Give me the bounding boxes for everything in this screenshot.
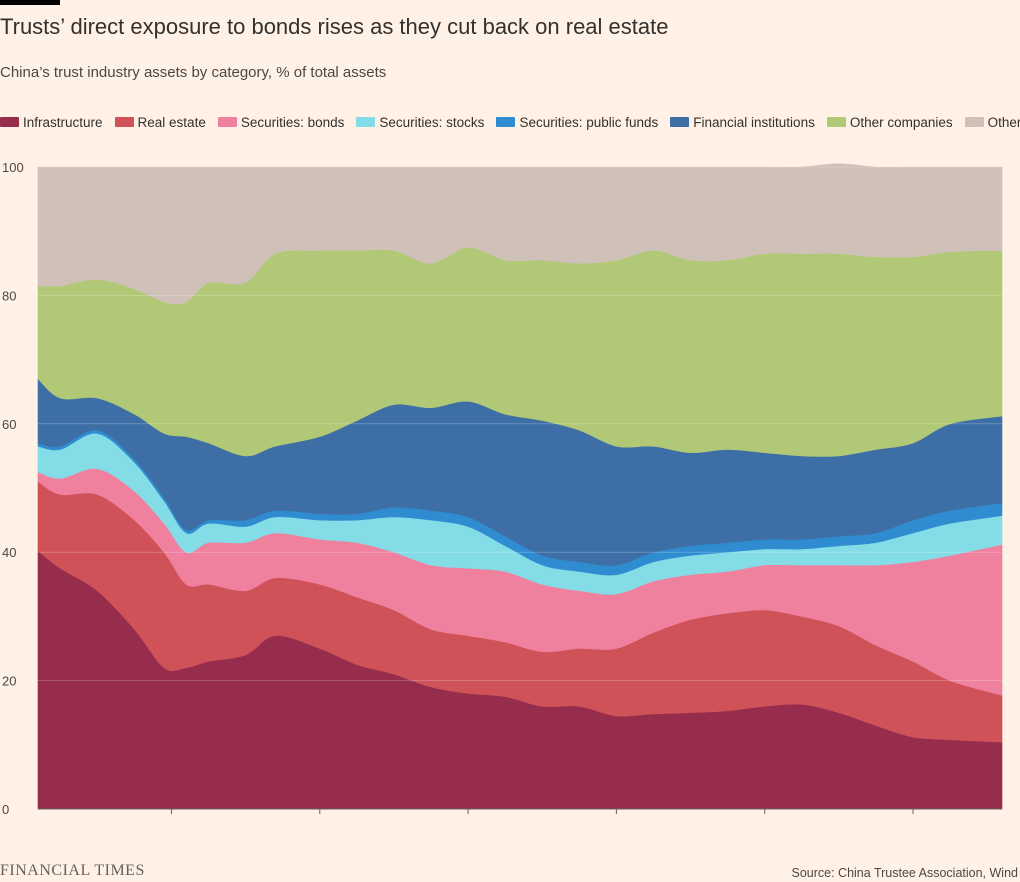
- legend-item-real-estate: Real estate: [114, 114, 206, 130]
- legend-label: Infrastructure: [23, 114, 103, 130]
- legend-item-other: Other: [964, 114, 1020, 130]
- y-tick-label: 100: [2, 160, 24, 175]
- source-note: Source: China Trustee Association, Wind: [791, 866, 1018, 880]
- area-layers: [37, 163, 1003, 810]
- brand-top-bar: [0, 0, 60, 5]
- legend-item-securities-public-funds: Securities: public funds: [496, 115, 658, 130]
- stacked-area-chart: 020406080100201220142016201820202022: [2, 160, 1003, 817]
- legend-swatch: [0, 117, 19, 127]
- legend-swatch: [826, 117, 846, 127]
- legend-label: Other: [987, 114, 1020, 130]
- legend-swatch: [356, 117, 376, 127]
- legend-swatch: [114, 117, 134, 127]
- legend-label: Securities: stocks: [379, 114, 485, 130]
- y-tick-label: 0: [2, 802, 9, 817]
- legend-item-financial-institutions: Financial institutions: [670, 115, 815, 130]
- chart-subtitle: China’s trust industry assets by categor…: [0, 64, 387, 81]
- legend-label: Securities: public funds: [519, 114, 659, 130]
- legend-swatch: [496, 117, 516, 127]
- legend-label: Real estate: [137, 114, 206, 130]
- chart-title: Trusts’ direct exposure to bonds rises a…: [0, 14, 669, 39]
- legend-item-securities-bonds: Securities: bonds: [217, 114, 345, 130]
- legend-item-securities-stocks: Securities: stocks: [356, 115, 484, 130]
- legend-label: Securities: bonds: [240, 114, 345, 130]
- chart-legend: Infrastructure Real estate Securities: bon…: [0, 113, 1020, 131]
- legend-label: Other companies: [849, 114, 953, 130]
- legend-item-infrastructure: Infrastructure: [0, 115, 103, 130]
- area-other: [37, 163, 1003, 305]
- y-tick-label: 80: [2, 288, 16, 303]
- legend-label: Financial institutions: [693, 114, 815, 130]
- y-tick-label: 60: [2, 417, 16, 432]
- legend-item-other-companies: Other companies: [826, 114, 953, 130]
- legend-swatch: [670, 117, 690, 127]
- financial-times-logo: FINANCIAL TIMES: [0, 862, 145, 879]
- legend-swatch: [217, 117, 237, 127]
- legend-swatch: [964, 117, 984, 127]
- y-tick-label: 40: [2, 545, 16, 560]
- y-tick-label: 20: [2, 674, 16, 689]
